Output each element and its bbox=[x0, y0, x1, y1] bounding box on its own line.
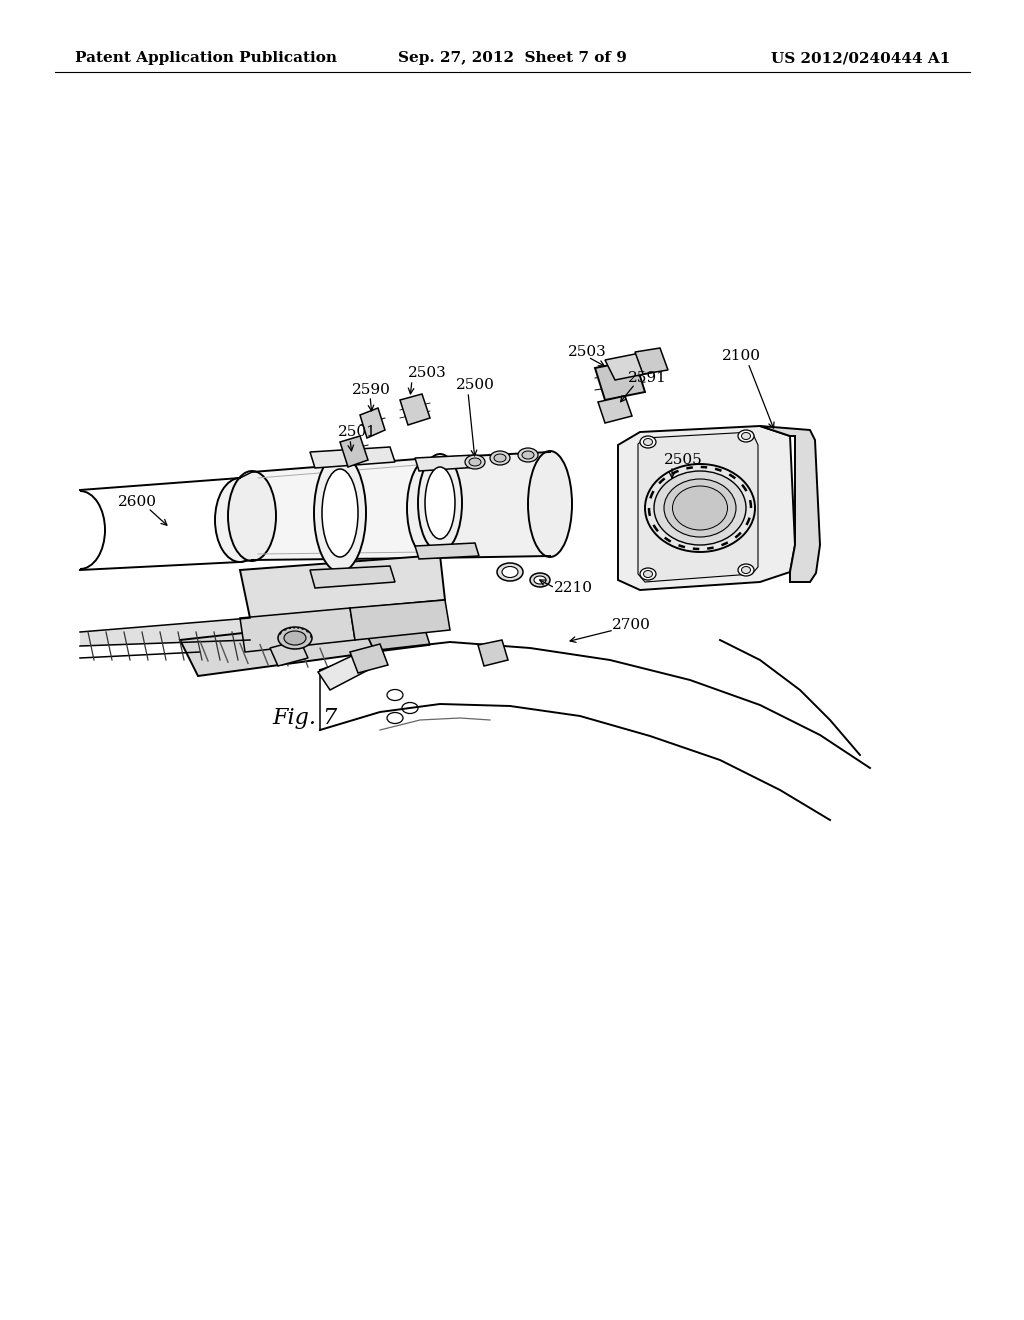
Ellipse shape bbox=[228, 471, 276, 561]
Polygon shape bbox=[318, 652, 372, 690]
Ellipse shape bbox=[278, 627, 312, 649]
Ellipse shape bbox=[215, 478, 265, 562]
Ellipse shape bbox=[490, 451, 510, 465]
Polygon shape bbox=[598, 396, 632, 422]
Ellipse shape bbox=[284, 631, 306, 645]
Text: 2591: 2591 bbox=[628, 371, 667, 385]
Polygon shape bbox=[415, 543, 479, 558]
Polygon shape bbox=[240, 609, 355, 652]
Ellipse shape bbox=[497, 564, 523, 581]
Ellipse shape bbox=[643, 438, 652, 446]
Ellipse shape bbox=[494, 454, 506, 462]
Ellipse shape bbox=[407, 458, 453, 558]
Ellipse shape bbox=[654, 471, 746, 545]
Text: 2501: 2501 bbox=[338, 425, 377, 440]
Ellipse shape bbox=[502, 566, 518, 578]
Polygon shape bbox=[638, 432, 758, 582]
Polygon shape bbox=[350, 601, 450, 640]
Ellipse shape bbox=[741, 433, 751, 440]
Polygon shape bbox=[478, 640, 508, 667]
Text: 2590: 2590 bbox=[352, 383, 391, 397]
Ellipse shape bbox=[469, 458, 481, 466]
Text: 2210: 2210 bbox=[554, 581, 593, 595]
Ellipse shape bbox=[418, 454, 462, 552]
Polygon shape bbox=[595, 360, 645, 400]
Text: Fig. 7: Fig. 7 bbox=[272, 708, 337, 729]
Ellipse shape bbox=[673, 486, 727, 531]
Text: 2500: 2500 bbox=[456, 378, 495, 392]
Polygon shape bbox=[760, 426, 820, 582]
Ellipse shape bbox=[425, 467, 455, 539]
Ellipse shape bbox=[314, 454, 366, 572]
Ellipse shape bbox=[528, 451, 572, 557]
Text: Sep. 27, 2012  Sheet 7 of 9: Sep. 27, 2012 Sheet 7 of 9 bbox=[397, 51, 627, 65]
Text: Patent Application Publication: Patent Application Publication bbox=[75, 51, 337, 65]
Ellipse shape bbox=[640, 568, 656, 579]
Text: 2505: 2505 bbox=[664, 453, 702, 467]
Text: 2503: 2503 bbox=[408, 366, 446, 380]
Ellipse shape bbox=[664, 479, 736, 537]
Polygon shape bbox=[240, 554, 445, 618]
Ellipse shape bbox=[738, 430, 754, 442]
Text: 2700: 2700 bbox=[612, 618, 651, 632]
Polygon shape bbox=[360, 614, 430, 652]
Polygon shape bbox=[270, 640, 308, 667]
Polygon shape bbox=[80, 618, 250, 645]
Ellipse shape bbox=[534, 576, 546, 583]
Polygon shape bbox=[310, 447, 395, 469]
Polygon shape bbox=[415, 455, 479, 471]
Ellipse shape bbox=[643, 570, 652, 578]
Text: 2503: 2503 bbox=[568, 345, 607, 359]
Polygon shape bbox=[400, 393, 430, 425]
Polygon shape bbox=[252, 458, 430, 560]
Ellipse shape bbox=[640, 436, 656, 447]
Polygon shape bbox=[340, 436, 368, 467]
Ellipse shape bbox=[530, 573, 550, 587]
Ellipse shape bbox=[522, 451, 534, 459]
Ellipse shape bbox=[465, 455, 485, 469]
Ellipse shape bbox=[518, 447, 538, 462]
Ellipse shape bbox=[322, 469, 358, 557]
Polygon shape bbox=[430, 451, 550, 558]
Polygon shape bbox=[618, 426, 795, 590]
Ellipse shape bbox=[645, 465, 755, 552]
Text: 2600: 2600 bbox=[118, 495, 157, 510]
Text: 2100: 2100 bbox=[722, 348, 761, 363]
Text: US 2012/0240444 A1: US 2012/0240444 A1 bbox=[771, 51, 950, 65]
Polygon shape bbox=[310, 566, 395, 587]
Polygon shape bbox=[635, 348, 668, 374]
Polygon shape bbox=[180, 620, 375, 676]
Polygon shape bbox=[360, 408, 385, 438]
Polygon shape bbox=[605, 352, 655, 380]
Polygon shape bbox=[350, 644, 388, 673]
Ellipse shape bbox=[738, 564, 754, 576]
Ellipse shape bbox=[741, 566, 751, 573]
